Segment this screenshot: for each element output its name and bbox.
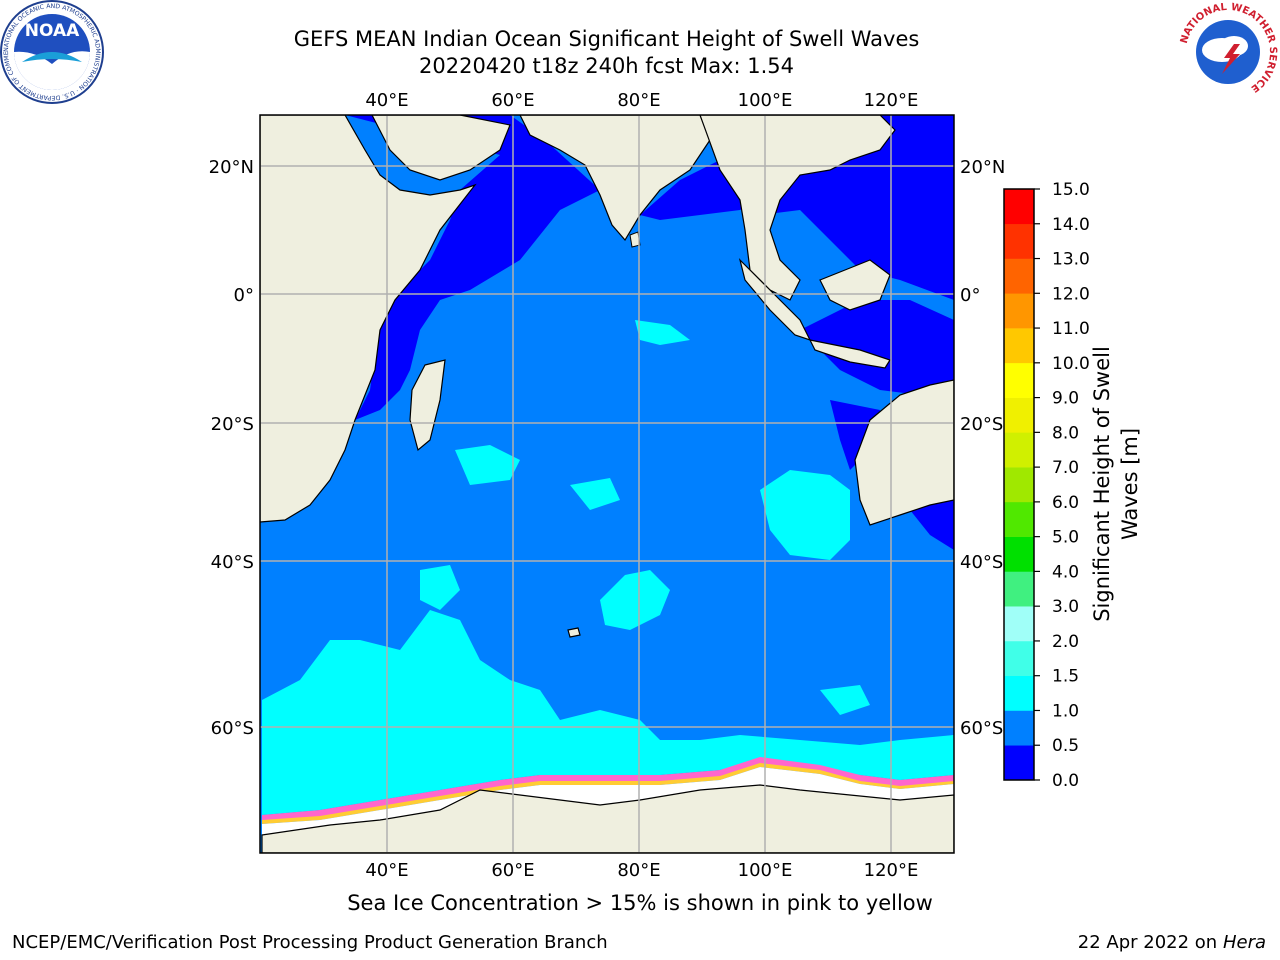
lon-label-bottom: 40°E (365, 860, 408, 881)
lat-label-left: 40°S (211, 552, 254, 573)
colorbar-tick-label: 0.0 (1052, 771, 1079, 791)
chart-subtitle: 20220420 t18z 240h fcst Max: 1.54 (419, 54, 794, 78)
nws-logo: NATIONAL WEATHER SERVICE (1178, 2, 1278, 102)
footer-branch: NCEP/EMC/Verification Post Processing Pr… (12, 932, 608, 953)
noaa-logo: NATIONAL OCEANIC AND ATMOSPHERIC ADMINIS… (0, 0, 104, 104)
lon-label-top: 100°E (738, 90, 793, 111)
map-frame (259, 114, 955, 854)
colorbar-tick-label: 9.0 (1052, 389, 1079, 409)
colorbar-segment (1004, 571, 1034, 607)
lat-label-left: 0° (234, 285, 254, 306)
lat-label-left: 60°S (211, 718, 254, 739)
colorbar-tick-label: 10.0 (1052, 354, 1090, 374)
chart-title: GEFS MEAN Indian Ocean Significant Heigh… (293, 27, 920, 51)
lon-label-bottom: 60°E (491, 860, 534, 881)
colorbar-tick-label: 3.0 (1052, 597, 1079, 617)
lat-label-right: 20°N (960, 157, 1005, 178)
noaa-logo-text: NOAA (25, 21, 80, 41)
colorbar-tick-label: 15.0 (1052, 180, 1090, 200)
colorbar-tick-label: 5.0 (1052, 528, 1079, 548)
lon-label-top: 120°E (864, 90, 919, 111)
colorbar-tick-label: 4.0 (1052, 562, 1079, 582)
lat-label-right: 60°S (960, 718, 1003, 739)
colorbar-tick-label: 12.0 (1052, 284, 1090, 304)
footer-host: Hera (1222, 932, 1266, 953)
sea-ice-caption-text: Sea Ice Concentration > 15% is shown in … (347, 891, 933, 915)
colorbar-segment (1004, 397, 1034, 433)
footer-date: 22 Apr 2022 on Hera (1078, 932, 1266, 953)
colorbar-tick-label: 1.0 (1052, 701, 1079, 721)
colorbar-tick-label: 2.0 (1052, 632, 1079, 652)
colorbar-segment (1004, 467, 1034, 503)
land (260, 115, 954, 853)
colorbar-segment (1004, 293, 1034, 329)
colorbar-title-line2: Waves [m] (1118, 427, 1142, 541)
colorbar-segment (1004, 328, 1034, 364)
colorbar-tick-label: 0.5 (1052, 736, 1079, 756)
colorbar-segment (1004, 189, 1034, 225)
colorbar-segment (1004, 432, 1034, 468)
colorbar-segment (1004, 745, 1034, 781)
colorbar-tick-label: 11.0 (1052, 319, 1090, 339)
lon-label-top: 40°E (365, 90, 408, 111)
lat-label-right: 20°S (960, 414, 1003, 435)
colorbar-tick-label: 1.5 (1052, 667, 1079, 687)
lon-label-top: 80°E (617, 90, 660, 111)
colorbar-tick-label: 7.0 (1052, 458, 1079, 478)
colorbar (1003, 188, 1040, 781)
colorbar-segment (1004, 258, 1034, 294)
colorbar-segment (1004, 640, 1034, 677)
colorbar-segment (1004, 362, 1034, 398)
sea-ice-caption: Sea Ice Concentration > 15% is shown in … (0, 891, 1280, 915)
sea-ice-fringe (262, 763, 954, 824)
colorbar-tick-label: 6.0 (1052, 493, 1079, 513)
mid-swell-patches (262, 320, 954, 815)
colorbar-frame (1003, 188, 1035, 781)
colorbar-title-line1: Significant Height of Swell (1090, 346, 1114, 622)
lat-label-right: 40°S (960, 552, 1003, 573)
lon-label-bottom: 80°E (617, 860, 660, 881)
lat-label-left: 20°N (209, 157, 254, 178)
colorbar-tick-label: 8.0 (1052, 423, 1079, 443)
colorbar-segment (1004, 223, 1034, 259)
lon-label-top: 60°E (491, 90, 534, 111)
colorbar-segment (1004, 606, 1034, 642)
colorbar-tick-label: 13.0 (1052, 250, 1090, 270)
lat-label-left: 20°S (211, 414, 254, 435)
footer-date-text: 22 Apr 2022 on (1077, 932, 1223, 953)
colorbar-segment (1004, 675, 1034, 711)
colorbar-tick-label: 14.0 (1052, 215, 1090, 235)
lon-label-bottom: 120°E (864, 860, 919, 881)
colorbar-segment (1004, 501, 1034, 537)
colorbar-segment (1004, 536, 1034, 572)
colorbar-segment (1004, 710, 1034, 746)
graticule (260, 115, 954, 853)
lat-label-right: 0° (960, 285, 980, 306)
lon-label-bottom: 100°E (738, 860, 793, 881)
